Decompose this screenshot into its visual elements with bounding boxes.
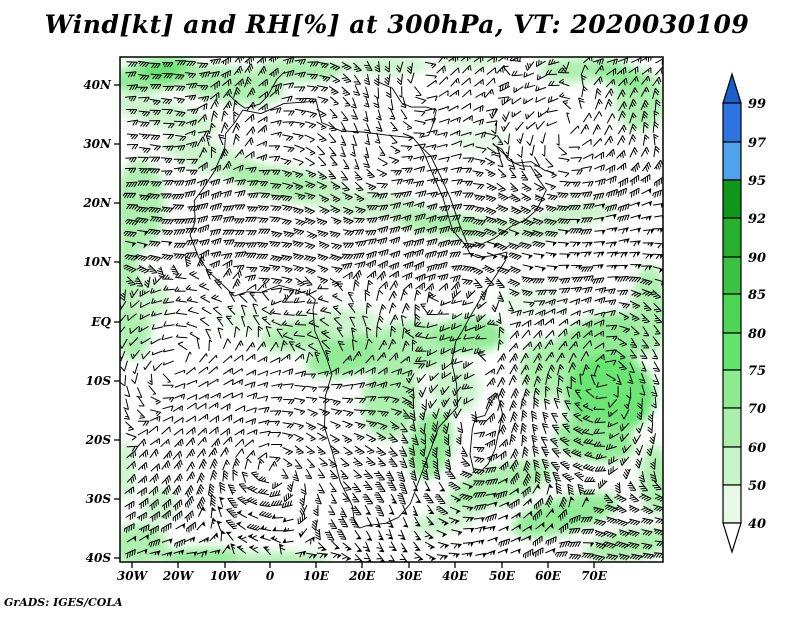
svg-text:40E: 40E xyxy=(442,569,469,583)
svg-text:97: 97 xyxy=(748,136,766,151)
svg-text:10E: 10E xyxy=(303,569,330,583)
svg-text:20E: 20E xyxy=(348,569,376,583)
svg-text:20W: 20W xyxy=(162,569,195,583)
svg-text:10W: 10W xyxy=(210,569,242,583)
svg-text:30W: 30W xyxy=(117,569,149,583)
svg-text:92: 92 xyxy=(748,212,766,227)
x-axis: 30W 20W 10W 0 10E 20E 30E 40E 50E 60E 70E xyxy=(117,562,608,583)
svg-text:60: 60 xyxy=(748,441,766,456)
svg-text:40S: 40S xyxy=(86,551,112,565)
rh-colorbar: 99 97 95 92 90 85 80 75 70 60 50 40 xyxy=(722,71,766,555)
svg-text:30E: 30E xyxy=(396,569,423,583)
svg-text:10S: 10S xyxy=(86,374,112,388)
grads-attribution: GrADS: IGES/COLA xyxy=(4,596,123,609)
svg-text:30N: 30N xyxy=(83,137,112,151)
colorbar-bottom-arrow xyxy=(722,522,742,555)
svg-text:85: 85 xyxy=(748,288,766,303)
svg-text:60E: 60E xyxy=(535,569,562,583)
map-frame xyxy=(119,56,664,563)
svg-text:30S: 30S xyxy=(86,492,112,506)
svg-text:EQ: EQ xyxy=(90,315,111,329)
svg-text:95: 95 xyxy=(748,174,766,189)
map-content xyxy=(120,57,663,562)
svg-text:40: 40 xyxy=(748,517,766,532)
svg-text:50E: 50E xyxy=(489,569,516,583)
svg-text:50: 50 xyxy=(748,479,766,494)
svg-text:75: 75 xyxy=(748,364,766,379)
svg-text:10N: 10N xyxy=(83,255,112,269)
svg-text:90: 90 xyxy=(748,251,766,266)
chart-title: Wind[kt] and RH[%] at 300hPa, VT: 202003… xyxy=(44,10,750,39)
svg-text:40N: 40N xyxy=(83,78,112,92)
svg-text:99: 99 xyxy=(748,97,766,112)
svg-text:70: 70 xyxy=(748,402,766,417)
svg-text:20S: 20S xyxy=(85,433,112,447)
svg-text:20N: 20N xyxy=(82,196,112,210)
svg-text:80: 80 xyxy=(748,327,766,342)
colorbar-top-arrow xyxy=(722,71,742,104)
svg-text:0: 0 xyxy=(266,569,275,583)
svg-text:70E: 70E xyxy=(581,569,608,583)
y-axis: 40N 30N 20N 10N EQ 10S 20S 30S 40S xyxy=(82,78,120,565)
